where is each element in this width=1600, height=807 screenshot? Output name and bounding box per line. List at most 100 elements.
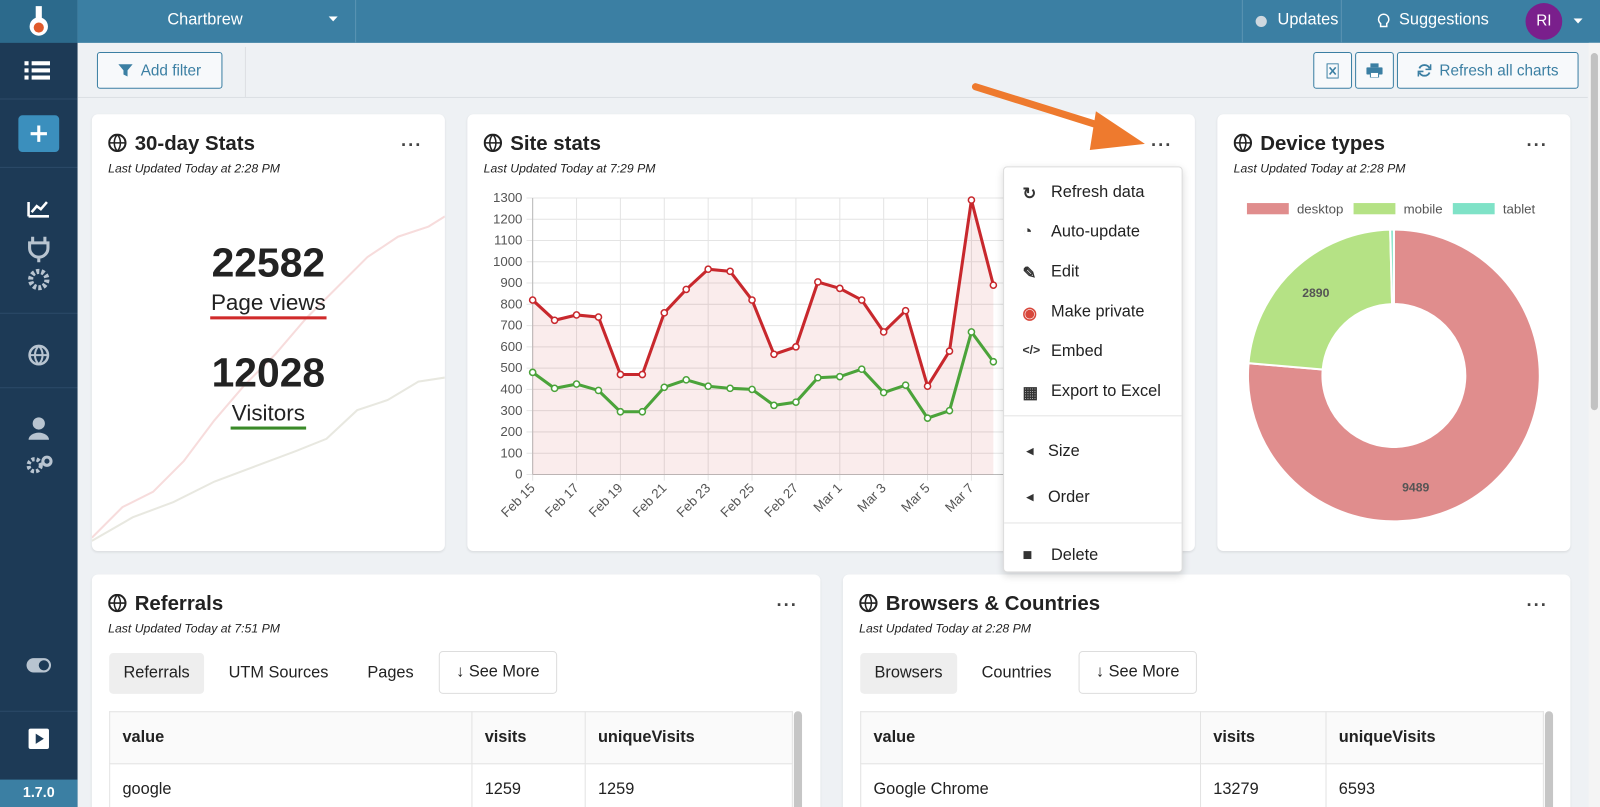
menu-label: Auto-update	[1051, 223, 1140, 241]
column-header: value	[860, 711, 1202, 765]
export-button[interactable]	[1313, 52, 1353, 89]
cell: 1259	[471, 763, 586, 807]
menu-item[interactable]: ◀ Order	[1004, 483, 1182, 514]
menu-item[interactable]: ■ Delete	[1004, 541, 1182, 572]
updates-label: Updates	[1277, 11, 1339, 29]
column-header: visits	[1199, 711, 1327, 765]
metric-label: Page views	[92, 289, 445, 320]
card-menu-button[interactable]: ···	[776, 594, 798, 616]
menu-icon: ↻	[1022, 185, 1037, 204]
card-title: Browsers & Countries	[885, 592, 1101, 616]
suggestions-label: Suggestions	[1398, 11, 1489, 29]
menu-icon: ■	[1022, 546, 1033, 565]
menu-label: Order	[1047, 488, 1090, 507]
refresh-all-label: Refresh all charts	[1439, 61, 1559, 80]
tab[interactable]: UTM Sources	[228, 664, 329, 682]
annotation-arrow	[971, 83, 1145, 150]
cell: 1259	[584, 763, 793, 807]
scrollbar	[1588, 42, 1600, 807]
sidebar: 1.7.0	[0, 0, 78, 807]
tab[interactable]: Countries	[981, 664, 1052, 682]
card-title: Device types	[1260, 132, 1385, 156]
data-table: value visits uniqueVisits Google Chrome 132…	[860, 711, 1544, 807]
background-sparkline	[91, 215, 445, 542]
logo[interactable]	[0, 0, 78, 43]
print-button[interactable]	[1355, 52, 1394, 89]
card-title: Site stats	[510, 132, 601, 156]
separator	[1004, 522, 1182, 524]
device-types-card: Device types Last Updated Today at 2:28 …	[1217, 114, 1571, 552]
card-updated: Last Updated Today at 7:29 PM	[483, 161, 656, 176]
card-updated: Last Updated Today at 2:28 PM	[108, 161, 280, 176]
cell: 13279	[1199, 763, 1327, 807]
cell: google	[109, 763, 473, 807]
card-updated: Last Updated Today at 7:51 PM	[108, 621, 280, 636]
menu-label: Export to Excel	[1051, 382, 1161, 400]
chart-menu: ↻ Refresh data ◔ Auto-update ✎ Edit ◉ Make priv…	[1003, 166, 1183, 573]
see-more-label: See More	[468, 663, 540, 681]
card-menu-button[interactable]: ···	[401, 134, 423, 156]
menu-label: Size	[1047, 442, 1080, 461]
menu-item[interactable]: ◀ Size	[1004, 437, 1182, 468]
menu-icon: ◀	[1026, 445, 1034, 457]
column-header: visits	[471, 711, 586, 765]
menu-label: Embed	[1051, 342, 1103, 361]
cell: 6593	[1325, 763, 1544, 807]
toolbar	[77, 43, 1588, 98]
column-header: uniqueVisits	[584, 711, 793, 765]
menu-item[interactable]: ◉ Make private	[1004, 297, 1182, 328]
referrals-card: Referrals Last Updated Today at 7:51 PM …	[91, 574, 821, 807]
metric-label-text: Page views	[209, 289, 327, 320]
menu-item[interactable]: ↻ Refresh data	[1004, 178, 1182, 209]
app-name: Chartbrew	[167, 11, 243, 29]
add-filter-button[interactable]: Add filter	[96, 52, 223, 89]
data-table: value visits uniqueVisits google 1259 1259	[109, 711, 793, 807]
updates-button[interactable]: Updates	[1241, 0, 1342, 43]
menu-icon: ◀	[1026, 491, 1034, 503]
topbar: Chartbrew Updates Suggestions RI	[77, 0, 1600, 43]
cell: Google Chrome	[860, 763, 1202, 807]
card-updated: Last Updated Today at 2:28 PM	[859, 621, 1031, 636]
metric-label-text: Visitors	[230, 399, 306, 430]
separator	[1004, 415, 1182, 417]
tab[interactable]: Pages	[367, 664, 414, 682]
avatar[interactable]: RI	[1525, 3, 1563, 40]
see-more-button[interactable]: ↓ See More	[438, 651, 557, 694]
menu-item[interactable]: ✎ Edit	[1004, 257, 1182, 288]
menu-icon: ✎	[1022, 265, 1037, 283]
metric-value: 22582	[211, 240, 326, 286]
tab[interactable]: Referrals	[109, 653, 204, 694]
version: 1.7.0	[0, 779, 78, 807]
menu-label: Edit	[1051, 263, 1080, 281]
card-menu-button[interactable]: ···	[1151, 134, 1173, 156]
stats-card: 30-day Stats Last Updated Today at 2:28 …	[91, 114, 445, 552]
card-updated: Last Updated Today at 2:28 PM	[1233, 161, 1406, 176]
menu-icon: ◔	[1022, 223, 1033, 241]
menu-item[interactable]: ◔ Auto-update	[1004, 217, 1182, 248]
menu-icon: ▦	[1022, 384, 1038, 403]
menu-label: Make private	[1051, 303, 1145, 321]
card-menu-button[interactable]: ···	[1526, 134, 1548, 156]
add-filter-label: Add filter	[140, 61, 202, 80]
card-menu-button[interactable]: ···	[1526, 594, 1548, 616]
menu-icon: ◉	[1022, 305, 1037, 323]
menu-label: Refresh data	[1051, 183, 1145, 202]
see-more-label: See More	[1108, 663, 1180, 681]
menu-icon: </>	[1022, 342, 1041, 358]
team-selector[interactable]: Chartbrew	[78, 0, 357, 43]
column-header: value	[109, 711, 473, 765]
menu-item[interactable]: </> Embed	[1004, 337, 1182, 368]
metric-label: Visitors	[92, 399, 445, 430]
tab[interactable]: Browsers	[860, 653, 957, 694]
browsers-card: Browsers & Countries Last Updated Today …	[842, 574, 1571, 807]
refresh-all-button[interactable]: Refresh all charts	[1396, 52, 1579, 89]
menu-item[interactable]: ▦ Export to Excel	[1004, 377, 1182, 408]
sidebar-icons	[0, 61, 78, 749]
metric-value: 12028	[211, 351, 326, 396]
see-more-button[interactable]: ↓ See More	[1078, 651, 1197, 694]
menu-label: Delete	[1051, 546, 1099, 565]
card-title: Referrals	[134, 592, 224, 616]
column-header: uniqueVisits	[1325, 711, 1544, 765]
